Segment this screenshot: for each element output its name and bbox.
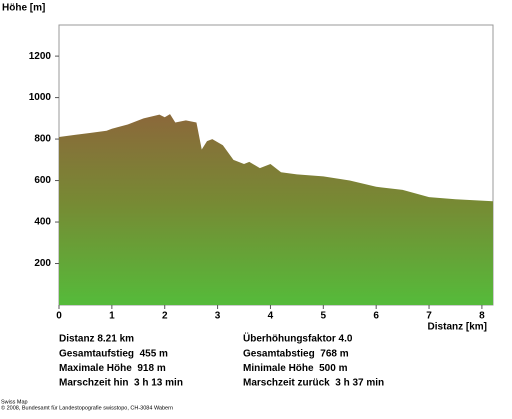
stat-item: Minimale Höhe 500 m xyxy=(243,363,348,374)
x-axis-label: Distanz [km] xyxy=(428,322,487,333)
x-tick-label: 7 xyxy=(426,311,432,322)
x-tick-label: 4 xyxy=(268,311,274,322)
y-tick-label: 600 xyxy=(34,175,51,186)
y-tick-label: 400 xyxy=(34,217,51,228)
y-tick-label: 200 xyxy=(34,258,51,269)
y-tick-label: 1200 xyxy=(29,51,52,62)
x-tick-label: 8 xyxy=(479,311,485,322)
elevation-area xyxy=(59,114,493,306)
x-tick-label: 5 xyxy=(321,311,327,322)
x-tick-label: 3 xyxy=(215,311,221,322)
footer-text: © 2008, Bundesamt für Landestopografie s… xyxy=(1,404,173,411)
x-tick-label: 0 xyxy=(56,311,62,322)
y-tick-label: 1000 xyxy=(29,92,52,103)
stat-item: Distanz 8.21 km xyxy=(59,334,134,345)
stat-item: Gesamtaufstieg 455 m xyxy=(59,348,168,359)
x-tick-label: 6 xyxy=(373,311,379,322)
x-tick-label: 2 xyxy=(162,311,168,322)
y-tick-label: 800 xyxy=(34,134,51,145)
stat-item: Gesamtabstieg 768 m xyxy=(243,348,349,359)
x-tick-label: 1 xyxy=(109,311,115,322)
stat-item: Marschzeit hin 3 h 13 min xyxy=(59,378,183,389)
stat-item: Maximale Höhe 918 m xyxy=(59,363,166,374)
stat-item: Marschzeit zurück 3 h 37 min xyxy=(243,378,384,389)
y-axis-label: Höhe [m] xyxy=(2,3,45,14)
footer-text: Swiss Map xyxy=(1,399,28,405)
stat-item: Überhöhungsfaktor 4.0 xyxy=(243,332,353,345)
